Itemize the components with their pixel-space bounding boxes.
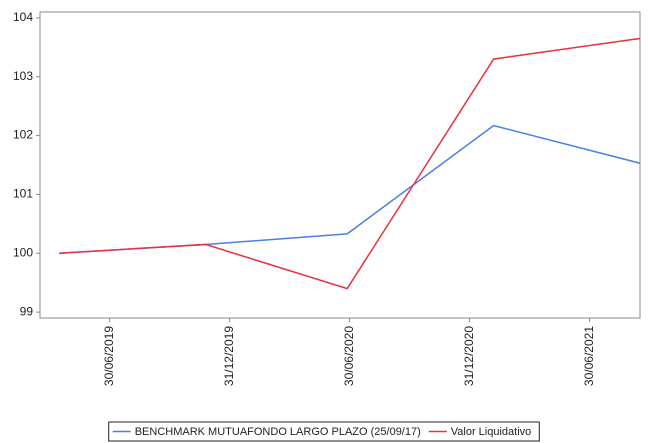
- plot-area: [39, 11, 641, 319]
- y-tick-label: 104: [13, 10, 33, 24]
- x-tick-label: 30/06/2020: [342, 326, 356, 386]
- y-tick-label: 100: [13, 245, 33, 259]
- legend-label: BENCHMARK MUTUAFONDO LARGO PLAZO (25/09/…: [135, 426, 421, 438]
- x-tick-label: 30/06/2021: [582, 326, 596, 386]
- legend: BENCHMARK MUTUAFONDO LARGO PLAZO (25/09/…: [108, 421, 540, 442]
- x-tick-label: 31/12/2019: [222, 326, 236, 386]
- x-tick-label: 30/06/2019: [102, 326, 116, 386]
- y-tick-label: 101: [13, 187, 33, 201]
- y-tick-label: 103: [13, 69, 33, 83]
- y-tick-label: 102: [13, 128, 33, 142]
- legend-box: [108, 421, 540, 442]
- y-tick-label: 99: [20, 304, 34, 318]
- series-line: [59, 37, 641, 290]
- x-tick-label: 31/12/2020: [462, 326, 476, 386]
- legend-label: Valor Liquidativo: [451, 426, 532, 438]
